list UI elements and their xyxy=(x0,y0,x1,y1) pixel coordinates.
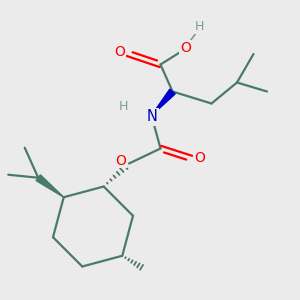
Polygon shape xyxy=(152,89,175,116)
Text: O: O xyxy=(115,45,125,59)
Polygon shape xyxy=(36,175,64,197)
Text: O: O xyxy=(194,152,205,165)
Text: H: H xyxy=(195,20,204,34)
Text: O: O xyxy=(180,41,191,55)
Text: H: H xyxy=(118,100,128,113)
Text: O: O xyxy=(115,154,126,167)
Text: N: N xyxy=(147,110,158,124)
